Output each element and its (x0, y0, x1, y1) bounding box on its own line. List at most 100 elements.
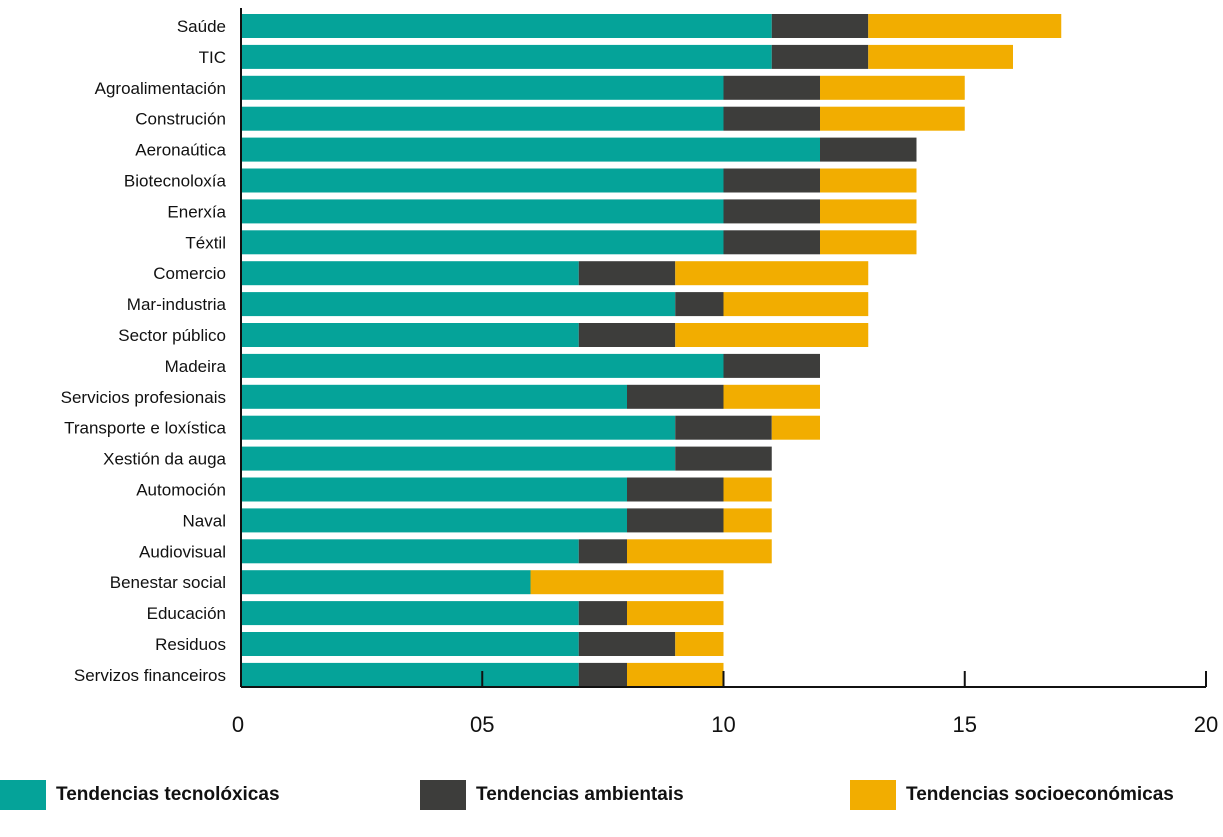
bar-sector-publico-tecnoloxicas (241, 323, 579, 347)
bar-construcion-ambientais (723, 106, 820, 131)
category-label: Servizos financeiros (74, 666, 226, 685)
bar-servizos-financeiros-ambientais (578, 662, 627, 687)
bar-educacion-tecnoloxicas (241, 601, 579, 626)
bar-educacion-ambientais (578, 601, 627, 626)
bar-textil-tecnoloxicas (241, 230, 724, 255)
category-label: Madeira (165, 357, 227, 376)
category-label: Agroalimentación (95, 79, 226, 98)
bar-mar-industria-ambientais (675, 292, 724, 317)
category-label: Xestión da auga (103, 450, 226, 469)
bar-sector-publico-ambientais (578, 323, 676, 347)
bar-construcion-socioeconomicas (820, 106, 965, 131)
bar-automocion-socioeconomicas (723, 477, 772, 502)
bar-agroalimentacion-tecnoloxicas (241, 75, 724, 100)
bar-servizos-financeiros-socioeconomicas (627, 662, 724, 687)
legend-label: Tendencias socioeconómicas (906, 784, 1174, 805)
x-tick-label: 0 (232, 712, 244, 737)
bar-textil-socioeconomicas (820, 230, 917, 255)
bar-naval-tecnoloxicas (241, 508, 627, 533)
bar-audiovisual-ambientais (578, 539, 627, 564)
category-labels: Saúde TIC Agroalimentación Construción Aeron… (61, 17, 227, 685)
category-label: Transporte e loxística (64, 419, 226, 438)
bar-naval-socioeconomicas (723, 508, 772, 533)
bar-automocion-ambientais (627, 477, 724, 502)
bar-benestar-social-tecnoloxicas (241, 570, 531, 595)
bar-servicios-profesionais-tecnoloxicas (241, 384, 627, 409)
bar-servizos-financeiros-tecnoloxicas (241, 662, 579, 687)
bar-benestar-social-socioeconomicas (530, 570, 724, 595)
bar-enerxia-tecnoloxicas (241, 199, 724, 224)
bar-servicios-profesionais-socioeconomicas (723, 384, 820, 409)
legend-item: Tendencias ambientais (420, 780, 684, 810)
bar-transporte-e-loxistica-ambientais (675, 415, 772, 440)
bar-agroalimentacion-socioeconomicas (820, 75, 965, 100)
bar-residuos-tecnoloxicas (241, 632, 579, 656)
bar-tic-tecnoloxicas (241, 44, 772, 69)
category-label: Benestar social (110, 573, 226, 592)
category-label: Automoción (136, 481, 226, 500)
bar-madeira-tecnoloxicas (241, 353, 724, 378)
legend-swatch (0, 780, 46, 810)
legend-swatch (850, 780, 896, 810)
bar-residuos-ambientais (578, 632, 676, 656)
legend-label: Tendencias tecnolóxicas (56, 784, 280, 805)
category-label: Comercio (153, 264, 226, 283)
legend-label: Tendencias ambientais (476, 784, 684, 805)
bar-biotecnoloxia-socioeconomicas (820, 168, 917, 193)
bar-textil-ambientais (723, 230, 820, 255)
bar-biotecnoloxia-ambientais (723, 168, 820, 193)
bar-transporte-e-loxistica-socioeconomicas (771, 415, 820, 440)
x-axis: 0 05 10 15 20 (232, 8, 1218, 737)
bar-tic-ambientais (771, 44, 869, 69)
legend-item: Tendencias socioeconómicas (850, 780, 1174, 810)
bar-sector-publico-socioeconomicas (675, 323, 869, 347)
x-tick-label: 05 (470, 712, 494, 737)
category-label: Audiovisual (139, 542, 226, 561)
category-label: Residuos (155, 635, 226, 654)
bar-xestion-da-auga-tecnoloxicas (241, 446, 676, 471)
bar-audiovisual-tecnoloxicas (241, 539, 579, 564)
bar-saude-ambientais (771, 14, 869, 38)
x-tick-label: 15 (953, 712, 977, 737)
bar-agroalimentacion-ambientais (723, 75, 820, 100)
bar-xestion-da-auga-ambientais (675, 446, 772, 471)
bar-naval-ambientais (627, 508, 724, 533)
bar-enerxia-ambientais (723, 199, 820, 224)
bar-servicios-profesionais-ambientais (627, 384, 724, 409)
bar-biotecnoloxia-tecnoloxicas (241, 168, 724, 193)
category-label: Enerxía (167, 202, 226, 221)
bar-audiovisual-socioeconomicas (627, 539, 772, 564)
bar-tic-socioeconomicas (868, 44, 1013, 69)
category-label: Sector público (118, 326, 226, 345)
bar-residuos-socioeconomicas (675, 632, 724, 656)
category-label: Educación (147, 604, 226, 623)
bar-aeronautica-tecnoloxicas (241, 137, 820, 162)
category-label: Téxtil (185, 233, 226, 252)
bar-comercio-socioeconomicas (675, 261, 869, 286)
bar-comercio-tecnoloxicas (241, 261, 579, 286)
legend-swatch (420, 780, 466, 810)
category-label: Saúde (177, 17, 226, 36)
category-label: Biotecnoloxía (124, 172, 227, 191)
category-label: Servicios profesionais (61, 388, 226, 407)
bar-aeronautica-ambientais (820, 137, 917, 162)
bar-construcion-tecnoloxicas (241, 106, 724, 131)
bars-group (241, 14, 1062, 687)
category-label: TIC (199, 48, 226, 67)
x-tick-label: 10 (711, 712, 735, 737)
category-label: Construción (135, 110, 226, 129)
bar-comercio-ambientais (578, 261, 676, 286)
bar-transporte-e-loxistica-tecnoloxicas (241, 415, 676, 440)
bar-educacion-socioeconomicas (627, 601, 724, 626)
legend-item: Tendencias tecnolóxicas (0, 780, 280, 810)
bar-saude-tecnoloxicas (241, 14, 772, 38)
bar-madeira-ambientais (723, 353, 820, 378)
bar-saude-socioeconomicas (868, 14, 1062, 38)
bar-mar-industria-socioeconomicas (723, 292, 869, 317)
category-label: Naval (183, 511, 226, 530)
category-label: Aeronaútica (135, 141, 226, 160)
bar-automocion-tecnoloxicas (241, 477, 627, 502)
category-label: Mar-industria (127, 295, 227, 314)
x-tick-label: 20 (1194, 712, 1218, 737)
